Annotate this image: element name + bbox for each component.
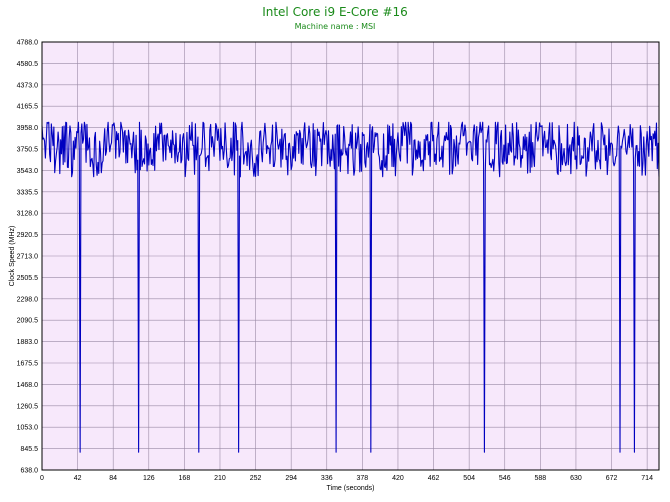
x-axis-ticks: 0 42 84 126 168 210 252 294 336 378 420 462 504 546 58… bbox=[40, 475, 653, 482]
x-tick-label: 714 bbox=[641, 475, 653, 482]
y-tick-label: 1675.5 bbox=[17, 361, 39, 368]
y-tick-label: 2505.5 bbox=[17, 275, 39, 282]
y-tick-label: 4373.0 bbox=[17, 82, 39, 89]
x-tick-label: 42 bbox=[74, 475, 82, 482]
y-tick-label: 4580.5 bbox=[17, 61, 39, 68]
y-tick-label: 638.0 bbox=[20, 468, 38, 475]
plot-border bbox=[41, 41, 660, 471]
y-tick-label: 1468.0 bbox=[17, 382, 39, 389]
x-tick-label: 672 bbox=[606, 475, 618, 482]
y-axis-label: Clock Speed (MHz) bbox=[9, 226, 16, 287]
x-tick-label: 84 bbox=[109, 475, 117, 482]
y-axis-ticks: 4788.0 4580.5 4373.0 4165.5 3958.0 3750.5 3543… bbox=[17, 40, 39, 475]
x-tick-label: 420 bbox=[392, 475, 404, 482]
x-tick-label: 294 bbox=[285, 475, 297, 482]
x-tick-label: 126 bbox=[143, 475, 155, 482]
y-tick-label: 4165.5 bbox=[17, 104, 39, 111]
series-line-clock-speed bbox=[41, 121, 660, 453]
y-tick-label: 2090.5 bbox=[17, 318, 39, 325]
y-tick-label: 3543.0 bbox=[17, 168, 39, 175]
y-tick-label: 845.5 bbox=[20, 446, 38, 453]
y-tick-label: 3128.0 bbox=[17, 211, 39, 218]
x-tick-label: 378 bbox=[357, 475, 369, 482]
y-tick-label: 2298.0 bbox=[17, 296, 39, 303]
y-tick-label: 2920.5 bbox=[17, 232, 39, 239]
x-tick-label: 462 bbox=[428, 475, 440, 482]
y-tick-label: 1260.5 bbox=[17, 403, 39, 410]
y-tick-label: 3958.0 bbox=[17, 125, 39, 132]
y-tick-label: 1053.0 bbox=[17, 425, 39, 432]
y-tick-label: 1883.0 bbox=[17, 339, 39, 346]
x-tick-label: 252 bbox=[250, 475, 262, 482]
x-tick-label: 336 bbox=[321, 475, 333, 482]
x-tick-label: 210 bbox=[214, 475, 226, 482]
y-tick-label: 3750.5 bbox=[17, 147, 39, 154]
grid-lines bbox=[41, 41, 659, 471]
y-tick-label: 3335.5 bbox=[17, 189, 39, 196]
y-tick-label: 2713.0 bbox=[17, 254, 39, 261]
x-tick-label: 630 bbox=[570, 475, 582, 482]
x-tick-label: 168 bbox=[179, 475, 191, 482]
x-tick-label: 546 bbox=[499, 475, 511, 482]
x-tick-label: 504 bbox=[463, 475, 475, 482]
chart-title: Intel Core i9 E-Core #16 bbox=[262, 5, 408, 19]
x-tick-label: 0 bbox=[40, 475, 44, 482]
x-tick-label: 588 bbox=[535, 475, 547, 482]
x-axis-label: Time (seconds) bbox=[327, 485, 375, 492]
series-group bbox=[41, 121, 660, 453]
y-tick-label: 4788.0 bbox=[17, 40, 39, 47]
chart-subtitle: Machine name : MSI bbox=[294, 22, 376, 31]
